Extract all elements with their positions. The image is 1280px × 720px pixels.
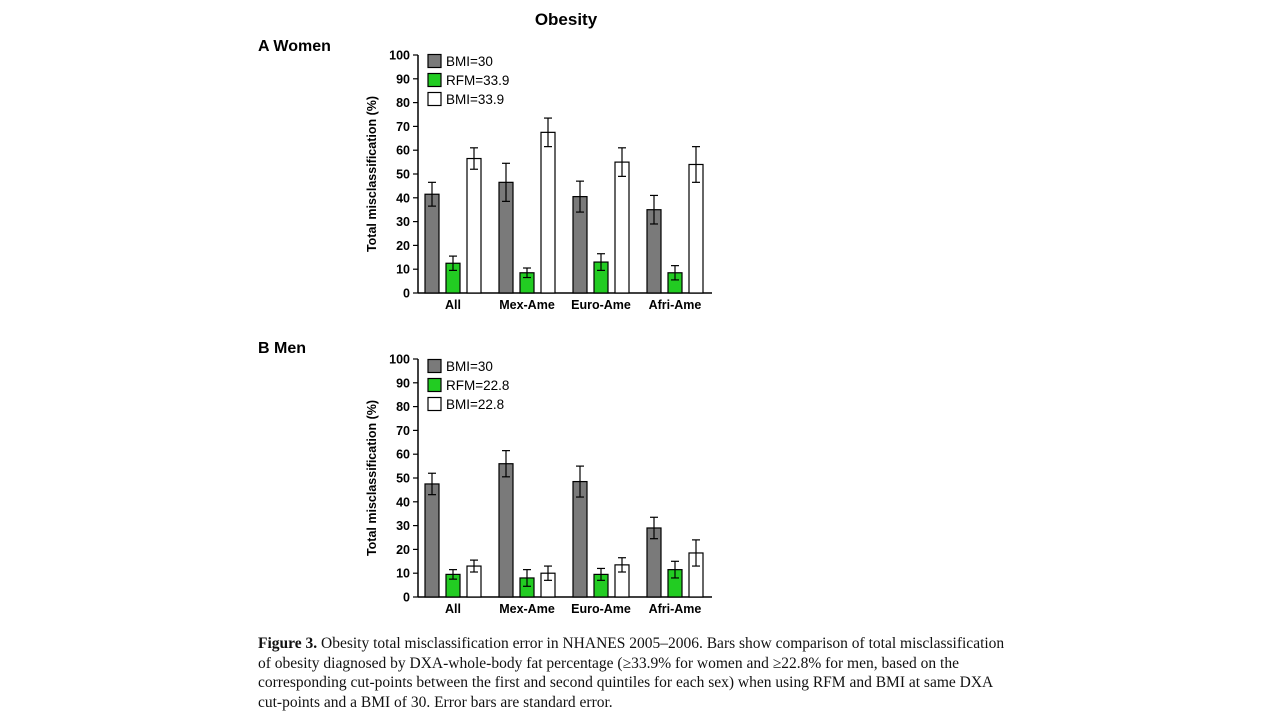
x-tick-label: Mex-Ame	[499, 602, 555, 616]
legend-label: BMI=33.9	[446, 92, 504, 107]
legend-swatch	[427, 72, 442, 88]
caption-text: Obesity total misclassification error in…	[258, 635, 1005, 711]
bar	[466, 157, 482, 294]
bar	[540, 131, 556, 294]
y-tick-label: 100	[389, 353, 410, 367]
legend-label: RFM=33.9	[446, 73, 509, 88]
y-axis-label: Total misclassification (%)	[365, 96, 379, 252]
bar	[424, 193, 440, 294]
legend-swatch	[427, 396, 442, 412]
y-tick-label: 50	[396, 168, 410, 182]
legend-swatch	[427, 377, 442, 393]
y-tick-label: 0	[403, 287, 410, 301]
y-tick-label: 40	[396, 495, 410, 509]
panel-label: A Women	[258, 38, 331, 55]
legend-label: BMI=30	[446, 359, 493, 374]
y-tick-label: 70	[396, 424, 410, 438]
bar	[424, 483, 440, 598]
legend-swatch	[427, 53, 442, 69]
y-tick-label: 0	[403, 591, 410, 605]
x-tick-label: Euro-Ame	[571, 602, 631, 616]
legend-label: RFM=22.8	[446, 378, 509, 393]
legend-label: BMI=22.8	[446, 397, 504, 412]
y-tick-label: 50	[396, 472, 410, 486]
panel-label: B Men	[258, 340, 306, 357]
bar	[688, 163, 704, 294]
y-tick-label: 90	[396, 376, 410, 390]
y-tick-label: 60	[396, 144, 410, 158]
x-tick-label: Afri-Ame	[649, 602, 702, 616]
bar	[498, 463, 514, 598]
x-tick-label: Mex-Ame	[499, 298, 555, 312]
legend-swatch	[427, 91, 442, 107]
bar	[572, 480, 588, 598]
y-tick-label: 10	[396, 263, 410, 277]
figure-title: Obesity	[535, 10, 598, 29]
y-tick-label: 20	[396, 543, 410, 557]
y-tick-label: 10	[396, 567, 410, 581]
panel-women-chart: A Women Total misclassification (%) 0 10 20 3…	[258, 38, 712, 312]
y-tick-label: 30	[396, 215, 410, 229]
bar	[614, 161, 630, 294]
figure-caption: Figure 3. Obesity total misclassificatio…	[258, 634, 1018, 712]
y-tick-label: 40	[396, 191, 410, 205]
x-tick-label: Euro-Ame	[571, 298, 631, 312]
y-tick-label: 30	[396, 519, 410, 533]
panel-men-chart: B Men Total misclassification (%) 0 10 20 30 4…	[258, 340, 712, 616]
y-axis-label: Total misclassification (%)	[365, 400, 379, 556]
y-tick-label: 70	[396, 120, 410, 134]
caption-label: Figure 3.	[258, 635, 318, 652]
legend-swatch	[427, 358, 442, 374]
x-tick-label: All	[445, 298, 461, 312]
y-tick-label: 80	[396, 400, 410, 414]
y-tick-label: 100	[389, 49, 410, 63]
y-tick-label: 60	[396, 448, 410, 462]
y-tick-label: 90	[396, 72, 410, 86]
x-tick-label: All	[445, 602, 461, 616]
legend-label: BMI=30	[446, 54, 493, 69]
x-tick-label: Afri-Ame	[649, 298, 702, 312]
y-tick-label: 80	[396, 96, 410, 110]
y-tick-label: 20	[396, 239, 410, 253]
